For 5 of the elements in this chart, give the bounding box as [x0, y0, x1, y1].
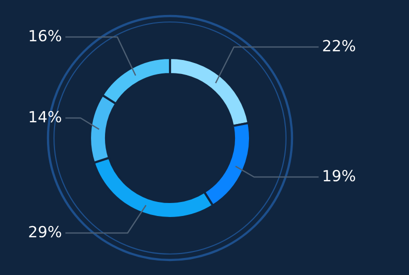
- data-label: 16%: [30, 30, 62, 42]
- data-label: 19%: [324, 170, 356, 182]
- data-label: 29%: [29, 226, 62, 238]
- data-label: 22%: [323, 40, 356, 52]
- data-label: 14%: [30, 110, 62, 122]
